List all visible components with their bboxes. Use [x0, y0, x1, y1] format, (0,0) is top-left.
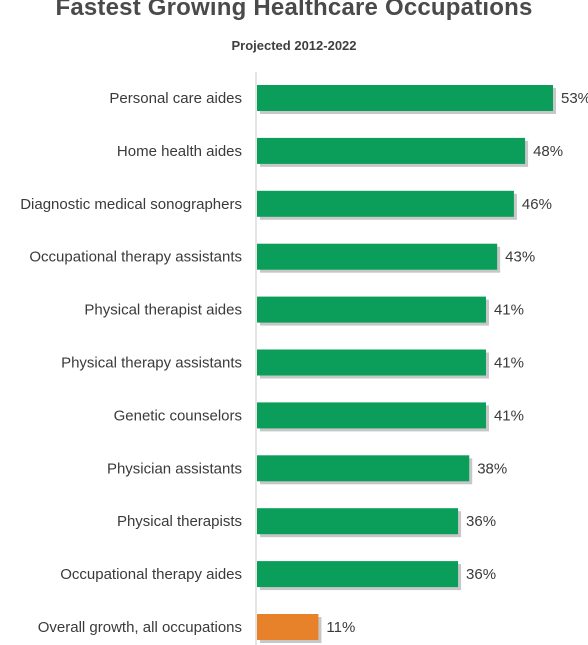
category-label: Physical therapist aides	[84, 302, 242, 319]
category-label: Genetic counselors	[114, 407, 242, 424]
value-label: 38%	[477, 460, 507, 477]
category-label: Occupational therapy assistants	[29, 249, 242, 266]
value-label: 41%	[494, 302, 524, 319]
category-label: Home health aides	[117, 143, 242, 160]
bar	[257, 561, 459, 588]
bar	[257, 508, 459, 535]
bar	[257, 243, 498, 270]
bar	[257, 402, 486, 429]
bar	[257, 614, 319, 640]
bar	[257, 349, 486, 376]
value-label: 41%	[494, 407, 524, 424]
bar	[257, 137, 526, 164]
value-label: 36%	[466, 513, 496, 530]
category-label: Personal care aides	[109, 90, 242, 107]
value-label: 36%	[466, 566, 496, 583]
value-label: 53%	[561, 90, 588, 107]
category-label: Physician assistants	[107, 460, 242, 477]
bar	[257, 455, 470, 482]
value-label: 41%	[494, 355, 524, 372]
value-label: 11%	[326, 619, 355, 636]
category-label: Physical therapy assistants	[61, 355, 242, 372]
chart-subtitle: Projected 2012-2022	[231, 38, 357, 53]
category-label: Diagnostic medical sonographers	[20, 196, 242, 213]
category-label: Physical therapists	[117, 513, 242, 530]
value-label: 46%	[522, 196, 552, 213]
bar	[257, 296, 486, 323]
bar	[257, 190, 514, 217]
bar	[257, 85, 553, 111]
category-label: Occupational therapy aides	[60, 566, 242, 583]
value-label: 48%	[533, 143, 563, 160]
value-label: 43%	[505, 249, 535, 266]
chart-title: Fastest Growing Healthcare Occupations	[55, 0, 533, 21]
category-label: Overall growth, all occupations	[38, 619, 242, 636]
